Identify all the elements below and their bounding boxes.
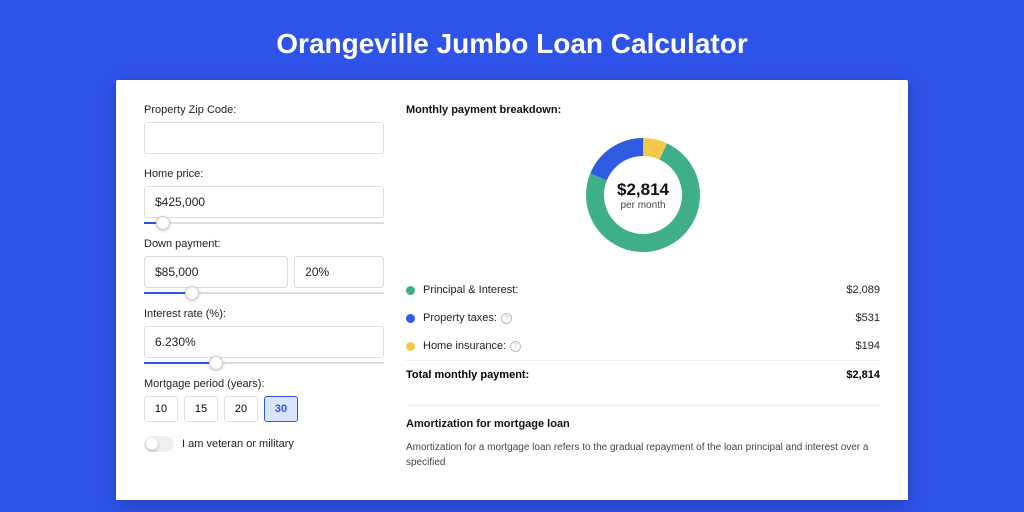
toggle-knob xyxy=(146,438,158,450)
down-payment-slider[interactable] xyxy=(144,292,384,294)
legend-dot-icon xyxy=(406,314,415,323)
zip-label: Property Zip Code: xyxy=(144,104,384,116)
home-price-field: Home price: xyxy=(144,168,384,224)
period-options: 10152030 xyxy=(144,396,384,422)
legend-value: $194 xyxy=(856,340,880,352)
legend-row: Principal & Interest: $2,089 xyxy=(406,276,880,304)
home-price-label: Home price: xyxy=(144,168,384,180)
down-payment-label: Down payment: xyxy=(144,238,384,250)
slider-thumb[interactable] xyxy=(156,216,170,230)
legend-value: $531 xyxy=(856,312,880,324)
home-price-input[interactable] xyxy=(144,186,384,218)
total-label: Total monthly payment: xyxy=(406,369,846,381)
period-option-10[interactable]: 10 xyxy=(144,396,178,422)
slider-thumb[interactable] xyxy=(209,356,223,370)
period-label: Mortgage period (years): xyxy=(144,378,384,390)
donut-amount: $2,814 xyxy=(617,180,669,200)
total-value: $2,814 xyxy=(846,369,880,381)
page-title: Orangeville Jumbo Loan Calculator xyxy=(0,0,1024,80)
legend-label: Principal & Interest: xyxy=(423,284,846,296)
breakdown-title: Monthly payment breakdown: xyxy=(406,104,880,116)
zip-field: Property Zip Code: xyxy=(144,104,384,154)
donut-sub: per month xyxy=(620,200,665,211)
legend-total: Total monthly payment: $2,814 xyxy=(406,360,880,389)
legend-dot-icon xyxy=(406,286,415,295)
down-payment-field: Down payment: xyxy=(144,238,384,294)
period-option-15[interactable]: 15 xyxy=(184,396,218,422)
veteran-label: I am veteran or military xyxy=(182,438,294,450)
interest-label: Interest rate (%): xyxy=(144,308,384,320)
zip-input[interactable] xyxy=(144,122,384,154)
legend: Principal & Interest: $2,089 Property taxe… xyxy=(406,276,880,360)
veteran-toggle[interactable] xyxy=(144,436,174,452)
period-field: Mortgage period (years): 10152030 xyxy=(144,378,384,422)
veteran-row: I am veteran or military xyxy=(144,436,384,452)
down-payment-pct-input[interactable] xyxy=(294,256,384,288)
interest-slider[interactable] xyxy=(144,362,384,364)
legend-row: Property taxes:?$531 xyxy=(406,304,880,332)
legend-row: Home insurance:?$194 xyxy=(406,332,880,360)
legend-label-text: Principal & Interest: xyxy=(423,284,518,296)
breakdown-panel: Monthly payment breakdown: $2,814 per mo… xyxy=(406,104,880,476)
legend-dot-icon xyxy=(406,342,415,351)
period-option-30[interactable]: 30 xyxy=(264,396,298,422)
amortization-title: Amortization for mortgage loan xyxy=(406,405,880,430)
interest-field: Interest rate (%): xyxy=(144,308,384,364)
slider-fill xyxy=(144,362,216,364)
down-payment-amount-input[interactable] xyxy=(144,256,288,288)
legend-label: Property taxes:? xyxy=(423,312,856,324)
home-price-slider[interactable] xyxy=(144,222,384,224)
calculator-card: Property Zip Code: Home price: Down paym… xyxy=(116,80,908,500)
donut-center: $2,814 per month xyxy=(582,134,704,256)
legend-label: Home insurance:? xyxy=(423,340,856,352)
donut-chart: $2,814 per month xyxy=(582,134,704,256)
amortization-body: Amortization for a mortgage loan refers … xyxy=(406,440,880,470)
info-icon[interactable]: ? xyxy=(510,341,521,352)
legend-value: $2,089 xyxy=(846,284,880,296)
period-option-20[interactable]: 20 xyxy=(224,396,258,422)
legend-label-text: Property taxes: xyxy=(423,312,497,324)
legend-label-text: Home insurance: xyxy=(423,340,506,352)
form-panel: Property Zip Code: Home price: Down paym… xyxy=(144,104,384,476)
interest-input[interactable] xyxy=(144,326,384,358)
info-icon[interactable]: ? xyxy=(501,313,512,324)
slider-thumb[interactable] xyxy=(185,286,199,300)
donut-chart-wrap: $2,814 per month xyxy=(406,128,880,270)
